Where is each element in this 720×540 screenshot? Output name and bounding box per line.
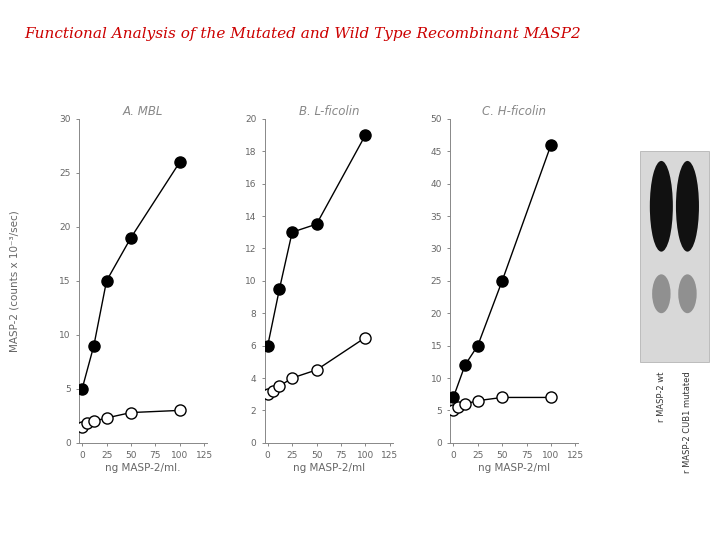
Bar (640, 151, 709, 362)
X-axis label: ng MASP-2/ml: ng MASP-2/ml (478, 463, 551, 473)
Title: A. MBL: A. MBL (123, 105, 163, 118)
X-axis label: ng MASP-2/ml: ng MASP-2/ml (293, 463, 365, 473)
Text: MASP-2 (counts x 10⁻³/sec): MASP-2 (counts x 10⁻³/sec) (9, 210, 19, 352)
Ellipse shape (650, 161, 673, 252)
Ellipse shape (678, 274, 697, 313)
Text: r MASP-2 wt: r MASP-2 wt (657, 372, 666, 422)
X-axis label: ng MASP-2/ml.: ng MASP-2/ml. (105, 463, 181, 473)
Ellipse shape (652, 274, 670, 313)
Title: C. H-ficolin: C. H-ficolin (482, 105, 546, 118)
Ellipse shape (676, 161, 699, 252)
Text: Functional Analysis of the Mutated and Wild Type Recombinant MASP2: Functional Analysis of the Mutated and W… (24, 27, 581, 41)
Text: r MASP-2 CUB1 mutated: r MASP-2 CUB1 mutated (683, 372, 692, 473)
Title: B. L-ficolin: B. L-ficolin (299, 105, 359, 118)
